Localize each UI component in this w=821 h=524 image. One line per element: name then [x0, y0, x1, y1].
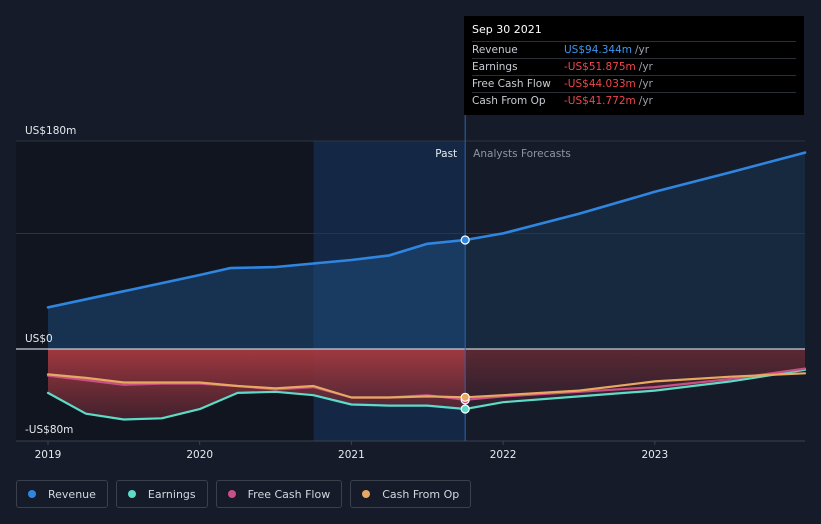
tooltip-value: -US$41.772m [564, 95, 636, 107]
tooltip-unit: /yr [638, 78, 653, 90]
revenue-area-forecast [465, 152, 805, 349]
forecast-label: Analysts Forecasts [473, 148, 571, 160]
tooltip-row-cash-from-op: Cash From Op -US$41.772m /yr [472, 92, 796, 109]
legend-item-earnings[interactable]: Earnings [115, 480, 208, 508]
legend-label: Cash From Op [382, 487, 460, 501]
legend-label: Free Cash Flow [247, 487, 331, 501]
tooltip-row-revenue: Revenue US$94.344m /yr [472, 41, 796, 58]
data-tooltip: Sep 30 2021 Revenue US$94.344m /yr Earni… [464, 16, 804, 115]
x-tick-label: 2023 [641, 449, 668, 461]
tooltip-row-free-cash-flow: Free Cash Flow -US$44.033m /yr [472, 75, 796, 92]
legend-dot-icon [227, 490, 236, 498]
data-point-cash-from-op [460, 392, 470, 402]
series-line-revenue [46, 151, 807, 309]
y-axis-label: US$0 [25, 333, 53, 345]
x-tick-label: 2021 [338, 449, 365, 461]
x-tick-label: 2019 [35, 449, 62, 461]
data-point-revenue [460, 235, 470, 245]
tooltip-label: Revenue [472, 44, 518, 56]
past-label: Past [435, 148, 457, 160]
negative-area-forecast [465, 349, 805, 409]
legend-item-free-cash-flow[interactable]: Free Cash Flow [215, 480, 343, 508]
x-tick-label: 2020 [186, 449, 213, 461]
tooltip-unit: /yr [638, 95, 653, 107]
tooltip-value: -US$44.033m [564, 78, 636, 90]
legend-dot-icon [127, 490, 136, 498]
tooltip-value: US$94.344m [564, 44, 632, 56]
legend-item-revenue[interactable]: Revenue [16, 480, 108, 508]
tooltip-value: -US$51.875m [564, 61, 636, 73]
legend-label: Revenue [48, 487, 96, 501]
negative-area-past [48, 349, 466, 420]
legend-label: Earnings [147, 487, 196, 501]
chart-legend: Revenue Earnings Free Cash Flow Cash Fro… [16, 480, 472, 508]
legend-dot-icon [28, 490, 36, 498]
tooltip-label: Cash From Op [472, 95, 546, 107]
series-line-earnings [46, 368, 807, 421]
tooltip-label: Free Cash Flow [472, 78, 551, 90]
x-tick-label: 2022 [490, 449, 517, 461]
tooltip-date: Sep 30 2021 [472, 23, 542, 36]
tooltip-label: Earnings [472, 61, 518, 73]
legend-dot-icon [362, 490, 371, 498]
data-point-earnings [460, 404, 470, 414]
y-axis-label: -US$80m [25, 424, 73, 436]
series-line-cash-from-op [46, 372, 807, 399]
tooltip-unit: /yr [638, 61, 653, 73]
y-axis-label: US$180m [25, 125, 76, 137]
legend-item-cash-from-op[interactable]: Cash From Op [350, 480, 472, 508]
tooltip-row-earnings: Earnings -US$51.875m /yr [472, 58, 796, 75]
revenue-area-past [48, 240, 466, 349]
tooltip-unit: /yr [635, 44, 650, 56]
